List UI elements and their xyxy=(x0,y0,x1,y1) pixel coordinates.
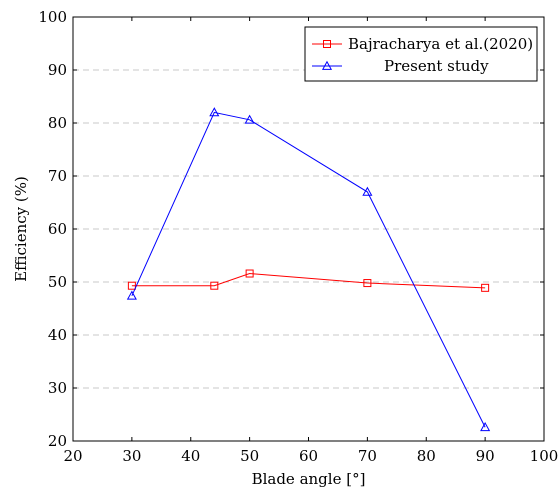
series-1 xyxy=(126,107,491,432)
x-tick-label-50: 50 xyxy=(240,447,259,465)
y-tick-label-80: 80 xyxy=(48,114,67,132)
data-point-1-0 xyxy=(126,290,137,300)
data-point-1-3 xyxy=(362,186,373,196)
y-tick-label-40: 40 xyxy=(48,326,67,344)
legend-marker-1 xyxy=(321,60,333,70)
legend: Bajracharya et al.(2020) Present study xyxy=(304,26,538,82)
data-point-0-0 xyxy=(127,281,136,290)
x-axis-label: Blade angle [°] xyxy=(252,470,366,488)
x-tick-label-70: 70 xyxy=(358,447,377,465)
series-line-0 xyxy=(131,273,486,289)
x-tick-label-80: 80 xyxy=(417,447,436,465)
x-tick-label-90: 90 xyxy=(476,447,495,465)
data-point-0-4 xyxy=(481,283,490,292)
x-tick-label-100: 100 xyxy=(530,447,559,465)
series-0 xyxy=(127,269,490,292)
y-tick-label-60: 60 xyxy=(48,220,67,238)
y-axis-label: Efficiency (%) xyxy=(12,176,30,282)
data-point-0-3 xyxy=(363,279,372,288)
x-tick-label-40: 40 xyxy=(181,447,200,465)
legend-items: Bajracharya et al.(2020) Present study xyxy=(312,35,533,75)
series-layer xyxy=(126,107,491,432)
legend-label-1: Present study xyxy=(384,57,489,75)
y-tick-label-30: 30 xyxy=(48,379,67,397)
x-tick-label-30: 30 xyxy=(122,447,141,465)
x-tick-label-20: 20 xyxy=(63,447,82,465)
y-tick-label-100: 100 xyxy=(38,8,67,26)
data-point-0-1 xyxy=(210,281,219,290)
axis-ticks: 20 30 40 50 60 70 80 90 100 20 30 40 50 60 70 80 90 100 xyxy=(38,8,558,465)
legend-marker-0 xyxy=(323,40,331,48)
y-tick-label-20: 20 xyxy=(48,432,67,450)
y-tick-label-70: 70 xyxy=(48,167,67,185)
series-line-1 xyxy=(131,111,486,428)
y-tick-label-90: 90 xyxy=(48,61,67,79)
legend-box xyxy=(304,26,538,82)
data-point-1-1 xyxy=(209,107,220,117)
legend-label-0: Bajracharya et al.(2020) xyxy=(348,35,533,53)
data-point-1-4 xyxy=(480,421,491,432)
y-tick-label-50: 50 xyxy=(48,273,67,291)
data-point-0-2 xyxy=(245,269,254,278)
data-point-1-2 xyxy=(244,114,255,124)
grid-lines xyxy=(73,69,544,389)
x-tick-label-60: 60 xyxy=(299,447,318,465)
